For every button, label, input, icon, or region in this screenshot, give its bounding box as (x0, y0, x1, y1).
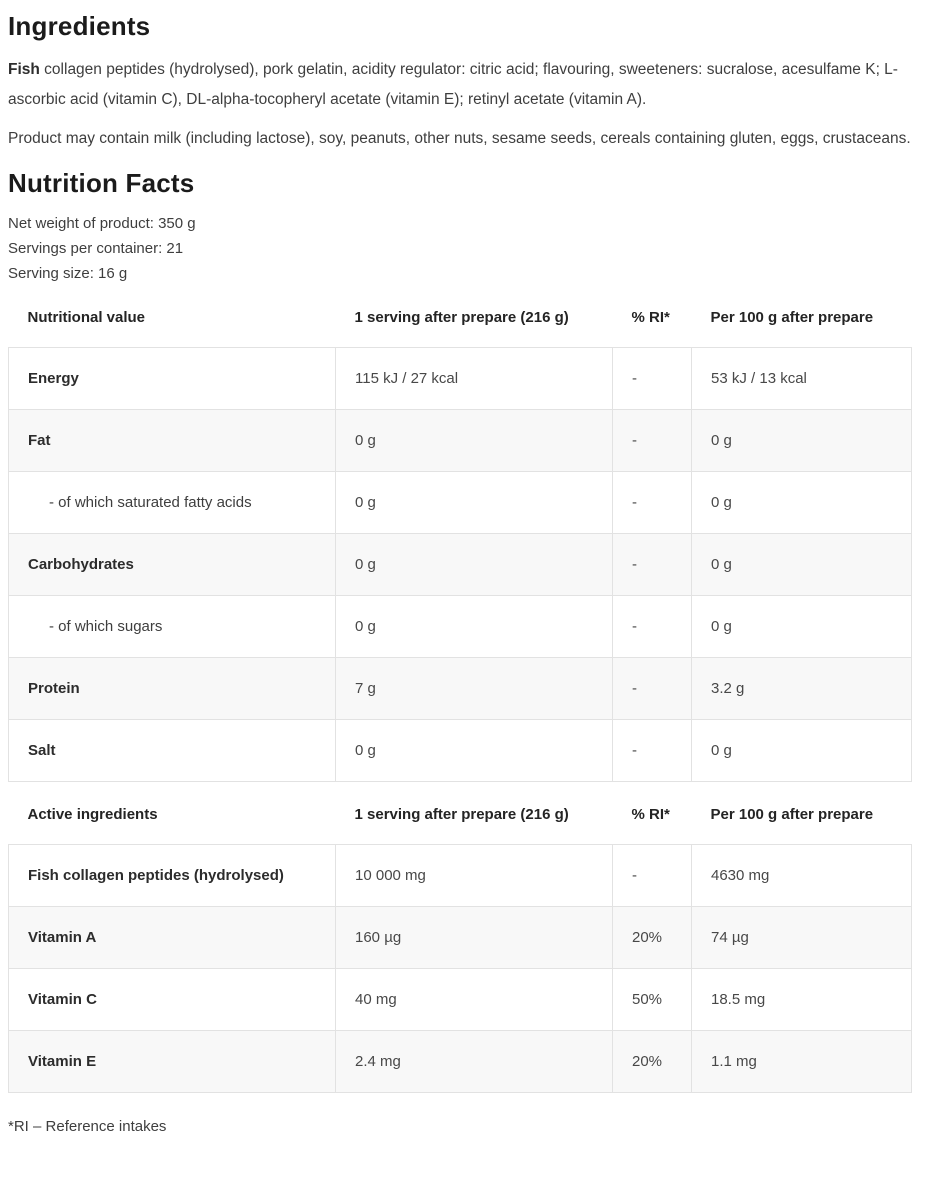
serving-size-line: Serving size: 16 g (8, 265, 128, 282)
nutrient-label-cell: Fish collagen peptides (hydrolysed) (8, 844, 336, 907)
header-serving: 1 serving after prepare (216 g) (354, 309, 569, 326)
ri-value-cell: - (612, 657, 692, 720)
serving-value-cell: 0 g (335, 719, 613, 782)
nutrient-label-cell: Vitamin C (8, 968, 336, 1031)
header-per100: Per 100 g after prepare (710, 309, 874, 326)
per100-value-cell: 18.5 mg (691, 968, 912, 1031)
serving-value-cell: 160 µg (335, 906, 613, 969)
servings-per-container-line: Servings per container: 21 (8, 240, 184, 257)
table-row: Fish collagen peptides (hydrolysed) 10 0… (8, 844, 912, 907)
nutrient-label-cell: Carbohydrates (8, 533, 336, 596)
header-per100: Per 100 g after prepare (710, 806, 874, 823)
ri-value-cell: - (612, 595, 692, 658)
nutrient-label-cell: Vitamin A (8, 906, 336, 969)
ri-value-cell: 20% (612, 906, 692, 969)
table-header-row: Active ingredients 1 serving after prepa… (9, 782, 912, 845)
ri-value-cell: - (612, 533, 692, 596)
table-row: Vitamin C 40 mg 50% 18.5 mg (8, 968, 912, 1031)
table-row: Salt 0 g - 0 g (8, 719, 912, 782)
per100-value-cell: 0 g (691, 471, 912, 534)
serving-value-cell: 10 000 mg (335, 844, 613, 907)
per100-value-cell: 0 g (691, 719, 912, 782)
ri-value-cell: - (612, 409, 692, 472)
header-active-ingredients: Active ingredients (27, 806, 158, 823)
serving-value-cell: 115 kJ / 27 kcal (335, 347, 613, 410)
serving-value-cell: 7 g (335, 657, 613, 720)
nutrient-label-cell: Salt (8, 719, 336, 782)
table-row: Fat 0 g - 0 g (8, 409, 912, 472)
header-ri: % RI* (631, 806, 670, 823)
reference-intakes-footnote: *RI – Reference intakes (8, 1118, 167, 1135)
composition-text: Fish collagen peptides (hydrolysed), por… (8, 55, 924, 115)
nutrient-label-cell: Fat (8, 409, 336, 472)
ri-value-cell: 50% (612, 968, 692, 1031)
ri-value-cell: - (612, 471, 692, 534)
serving-value-cell: 0 g (335, 471, 613, 534)
composition-rest: collagen peptides (hydrolysed), pork gel… (8, 61, 898, 108)
per100-value-cell: 4630 mg (691, 844, 912, 907)
serving-value-cell: 0 g (335, 533, 613, 596)
serving-info: Net weight of product: 350 g Servings pe… (8, 211, 932, 286)
serving-value-cell: 40 mg (335, 968, 613, 1031)
allergen-notice: Product may contain milk (including lact… (8, 130, 911, 147)
nutrient-label-cell: Vitamin E (8, 1030, 336, 1093)
table-row: Vitamin A 160 µg 20% 74 µg (8, 906, 912, 969)
nutritional-value-table: Nutritional value 1 serving after prepar… (8, 300, 912, 782)
table-row: Energy 115 kJ / 27 kcal - 53 kJ / 13 kca… (8, 347, 912, 410)
serving-value-cell: 2.4 mg (335, 1030, 613, 1093)
table-row: Carbohydrates 0 g - 0 g (8, 533, 912, 596)
header-serving: 1 serving after prepare (216 g) (354, 806, 569, 823)
serving-value-cell: 0 g (335, 409, 613, 472)
per100-value-cell: 53 kJ / 13 kcal (691, 347, 912, 410)
per100-value-cell: 1.1 mg (691, 1030, 912, 1093)
table-row: Protein 7 g - 3.2 g (8, 657, 912, 720)
product-details-section: Ingredients Fish collagen peptides (hydr… (0, 10, 940, 1135)
header-nutritional-value: Nutritional value (27, 309, 146, 326)
ri-value-cell: - (612, 844, 692, 907)
per100-value-cell: 0 g (691, 409, 912, 472)
active-ingredients-table: Active ingredients 1 serving after prepa… (8, 782, 912, 1093)
per100-value-cell: 74 µg (691, 906, 912, 969)
ri-value-cell: - (612, 347, 692, 410)
header-ri: % RI* (631, 309, 670, 326)
ri-value-cell: - (612, 719, 692, 782)
table-row: - of which sugars 0 g - 0 g (8, 595, 912, 658)
per100-value-cell: 0 g (691, 595, 912, 658)
per100-value-cell: 3.2 g (691, 657, 912, 720)
table-row: Vitamin E 2.4 mg 20% 1.1 mg (8, 1030, 912, 1093)
ingredients-title: Ingredients (8, 11, 151, 41)
nutrient-label-cell: - of which saturated fatty acids (8, 471, 336, 534)
ri-value-cell: 20% (612, 1030, 692, 1093)
nutrition-facts-title: Nutrition Facts (8, 168, 195, 198)
nutrient-label-cell: Energy (8, 347, 336, 410)
net-weight-line: Net weight of product: 350 g (8, 215, 196, 232)
serving-value-cell: 0 g (335, 595, 613, 658)
composition-allergen-bold: Fish (8, 61, 40, 78)
table-header-row: Nutritional value 1 serving after prepar… (9, 300, 912, 348)
per100-value-cell: 0 g (691, 533, 912, 596)
nutrient-label-cell: Protein (8, 657, 336, 720)
table-row: - of which saturated fatty acids 0 g - 0… (8, 471, 912, 534)
nutrient-label-cell: - of which sugars (8, 595, 336, 658)
